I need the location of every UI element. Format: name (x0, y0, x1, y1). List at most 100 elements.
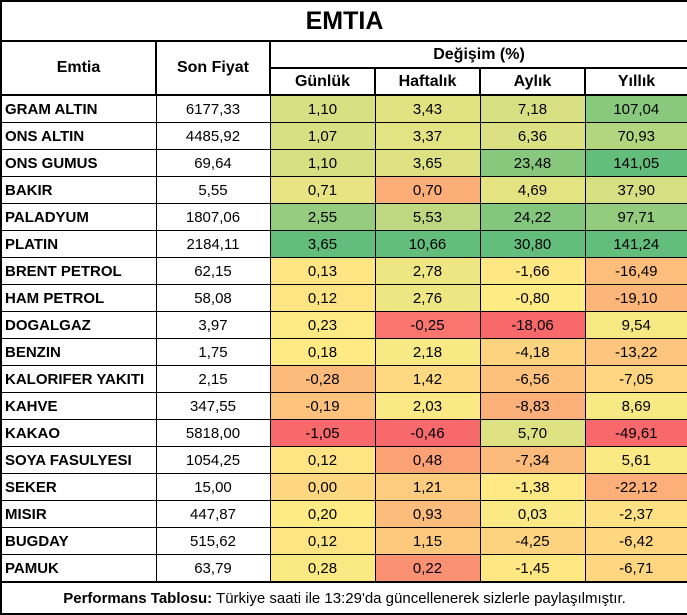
change-cell-ayl-k: 23,48 (479, 149, 586, 177)
change-cell-g-nl-k: 0,12 (269, 527, 376, 555)
change-cell-ayl-k: -8,83 (479, 392, 586, 420)
last-price: 69,64 (155, 149, 271, 177)
last-price: 5,55 (155, 176, 271, 204)
change-cell-g-nl-k: 1,07 (269, 122, 376, 150)
change-cell-haftal-k: 10,66 (374, 230, 481, 258)
commodity-name: PALADYUM (0, 203, 157, 231)
col-header-last-price: Son Fiyat (155, 40, 271, 96)
change-cell-ayl-k: -7,34 (479, 446, 586, 474)
change-cell-y-ll-k: -6,42 (584, 527, 687, 555)
commodity-name: ONS GUMUS (0, 149, 157, 177)
change-cell-g-nl-k: 0,28 (269, 554, 376, 583)
commodity-name: DOGALGAZ (0, 311, 157, 339)
change-cell-haftal-k: -0,46 (374, 419, 481, 447)
table-row: SEKER 15,00 0,00 1,21 -1,38 -22,12 (0, 473, 687, 501)
commodity-name: BAKIR (0, 176, 157, 204)
change-cell-y-ll-k: 8,69 (584, 392, 687, 420)
change-cell-g-nl-k: 0,12 (269, 284, 376, 312)
change-cell-g-nl-k: -0,19 (269, 392, 376, 420)
change-cell-haftal-k: 2,78 (374, 257, 481, 285)
change-cell-ayl-k: -6,56 (479, 365, 586, 393)
change-cell-y-ll-k: -7,05 (584, 365, 687, 393)
change-cell-haftal-k: 0,93 (374, 500, 481, 528)
change-cell-y-ll-k: -6,71 (584, 554, 687, 583)
change-cell-g-nl-k: 0,13 (269, 257, 376, 285)
table-row: BUGDAY 515,62 0,12 1,15 -4,25 -6,42 (0, 527, 687, 555)
change-cell-haftal-k: 3,37 (374, 122, 481, 150)
commodity-name: PLATIN (0, 230, 157, 258)
table-row: GRAM ALTIN 6177,33 1,10 3,43 7,18 107,04 (0, 94, 687, 123)
commodity-name: KAKAO (0, 419, 157, 447)
table-row: BRENT PETROL 62,15 0,13 2,78 -1,66 -16,49 (0, 257, 687, 285)
last-price: 4485,92 (155, 122, 271, 150)
col-header-commodity: Emtia (0, 40, 157, 96)
change-cell-g-nl-k: 0,71 (269, 176, 376, 204)
commodity-name: PAMUK (0, 554, 157, 583)
change-cell-haftal-k: 0,48 (374, 446, 481, 474)
change-cell-haftal-k: -0,25 (374, 311, 481, 339)
table-body: GRAM ALTIN 6177,33 1,10 3,43 7,18 107,04 ONS A… (0, 94, 687, 583)
change-cell-y-ll-k: -22,12 (584, 473, 687, 501)
change-cell-haftal-k: 1,42 (374, 365, 481, 393)
last-price: 1,75 (155, 338, 271, 366)
change-cell-g-nl-k: 1,10 (269, 94, 376, 123)
col-header-change-group: Değişim (%) (268, 40, 687, 69)
commodity-name: SEKER (0, 473, 157, 501)
last-price: 15,00 (155, 473, 271, 501)
change-cell-ayl-k: 30,80 (479, 230, 586, 258)
page-title: EMTIA (0, 0, 687, 42)
change-cell-y-ll-k: 107,04 (584, 94, 687, 123)
table-row: ONS ALTIN 4485,92 1,07 3,37 6,36 70,93 (0, 122, 687, 150)
change-cell-g-nl-k: -0,28 (269, 365, 376, 393)
commodity-name: KALORIFER YAKITI (0, 365, 157, 393)
last-price: 63,79 (155, 554, 271, 583)
commodity-name: ONS ALTIN (0, 122, 157, 150)
col-header-g-nl-k: Günlük (269, 67, 376, 96)
change-cell-haftal-k: 1,15 (374, 527, 481, 555)
last-price: 3,97 (155, 311, 271, 339)
last-price: 5818,00 (155, 419, 271, 447)
table-row: SOYA FASULYESI 1054,25 0,12 0,48 -7,34 5,61 (0, 446, 687, 474)
change-cell-g-nl-k: 0,00 (269, 473, 376, 501)
col-header-ayl-k: Aylık (479, 67, 586, 96)
change-cell-y-ll-k: 37,90 (584, 176, 687, 204)
last-price: 1807,06 (155, 203, 271, 231)
change-cell-ayl-k: -4,18 (479, 338, 586, 366)
change-cell-ayl-k: 5,70 (479, 419, 586, 447)
last-price: 58,08 (155, 284, 271, 312)
change-cell-ayl-k: -1,45 (479, 554, 586, 583)
change-cell-ayl-k: 6,36 (479, 122, 586, 150)
commodity-name: GRAM ALTIN (0, 94, 157, 123)
change-cell-y-ll-k: -16,49 (584, 257, 687, 285)
change-cell-y-ll-k: 141,24 (584, 230, 687, 258)
footer-note-label: Performans Tablosu: (63, 589, 213, 607)
table-row: PALADYUM 1807,06 2,55 5,53 24,22 97,71 (0, 203, 687, 231)
table-row: ONS GUMUS 69,64 1,10 3,65 23,48 141,05 (0, 149, 687, 177)
change-cell-y-ll-k: -49,61 (584, 419, 687, 447)
footer-row: Performans Tablosu: Türkiye saati ile 13… (0, 581, 687, 615)
footer-note-text: Türkiye saati ile 13:29'da güncellenerek… (212, 589, 626, 607)
commodity-name: KAHVE (0, 392, 157, 420)
change-cell-haftal-k: 2,18 (374, 338, 481, 366)
commodity-name: HAM PETROL (0, 284, 157, 312)
table-row: HAM PETROL 58,08 0,12 2,76 -0,80 -19,10 (0, 284, 687, 312)
change-cell-y-ll-k: 9,54 (584, 311, 687, 339)
commodity-name: MISIR (0, 500, 157, 528)
commodity-name: BRENT PETROL (0, 257, 157, 285)
change-cell-g-nl-k: 0,23 (269, 311, 376, 339)
change-cell-y-ll-k: -2,37 (584, 500, 687, 528)
change-cell-y-ll-k: 5,61 (584, 446, 687, 474)
col-header-y-ll-k: Yıllık (583, 67, 687, 96)
change-cell-g-nl-k: 3,65 (269, 230, 376, 258)
change-cell-ayl-k: -4,25 (479, 527, 586, 555)
last-price: 2184,11 (155, 230, 271, 258)
table-row: KAKAO 5818,00 -1,05 -0,46 5,70 -49,61 (0, 419, 687, 447)
change-cell-ayl-k: -0,80 (479, 284, 586, 312)
change-cell-haftal-k: 0,22 (374, 554, 481, 583)
change-cell-haftal-k: 2,76 (374, 284, 481, 312)
change-cell-haftal-k: 3,43 (374, 94, 481, 123)
change-cell-ayl-k: -1,38 (479, 473, 586, 501)
table-row: KALORIFER YAKITI 2,15 -0,28 1,42 -6,56 -7,05 (0, 365, 687, 393)
last-price: 347,55 (155, 392, 271, 420)
